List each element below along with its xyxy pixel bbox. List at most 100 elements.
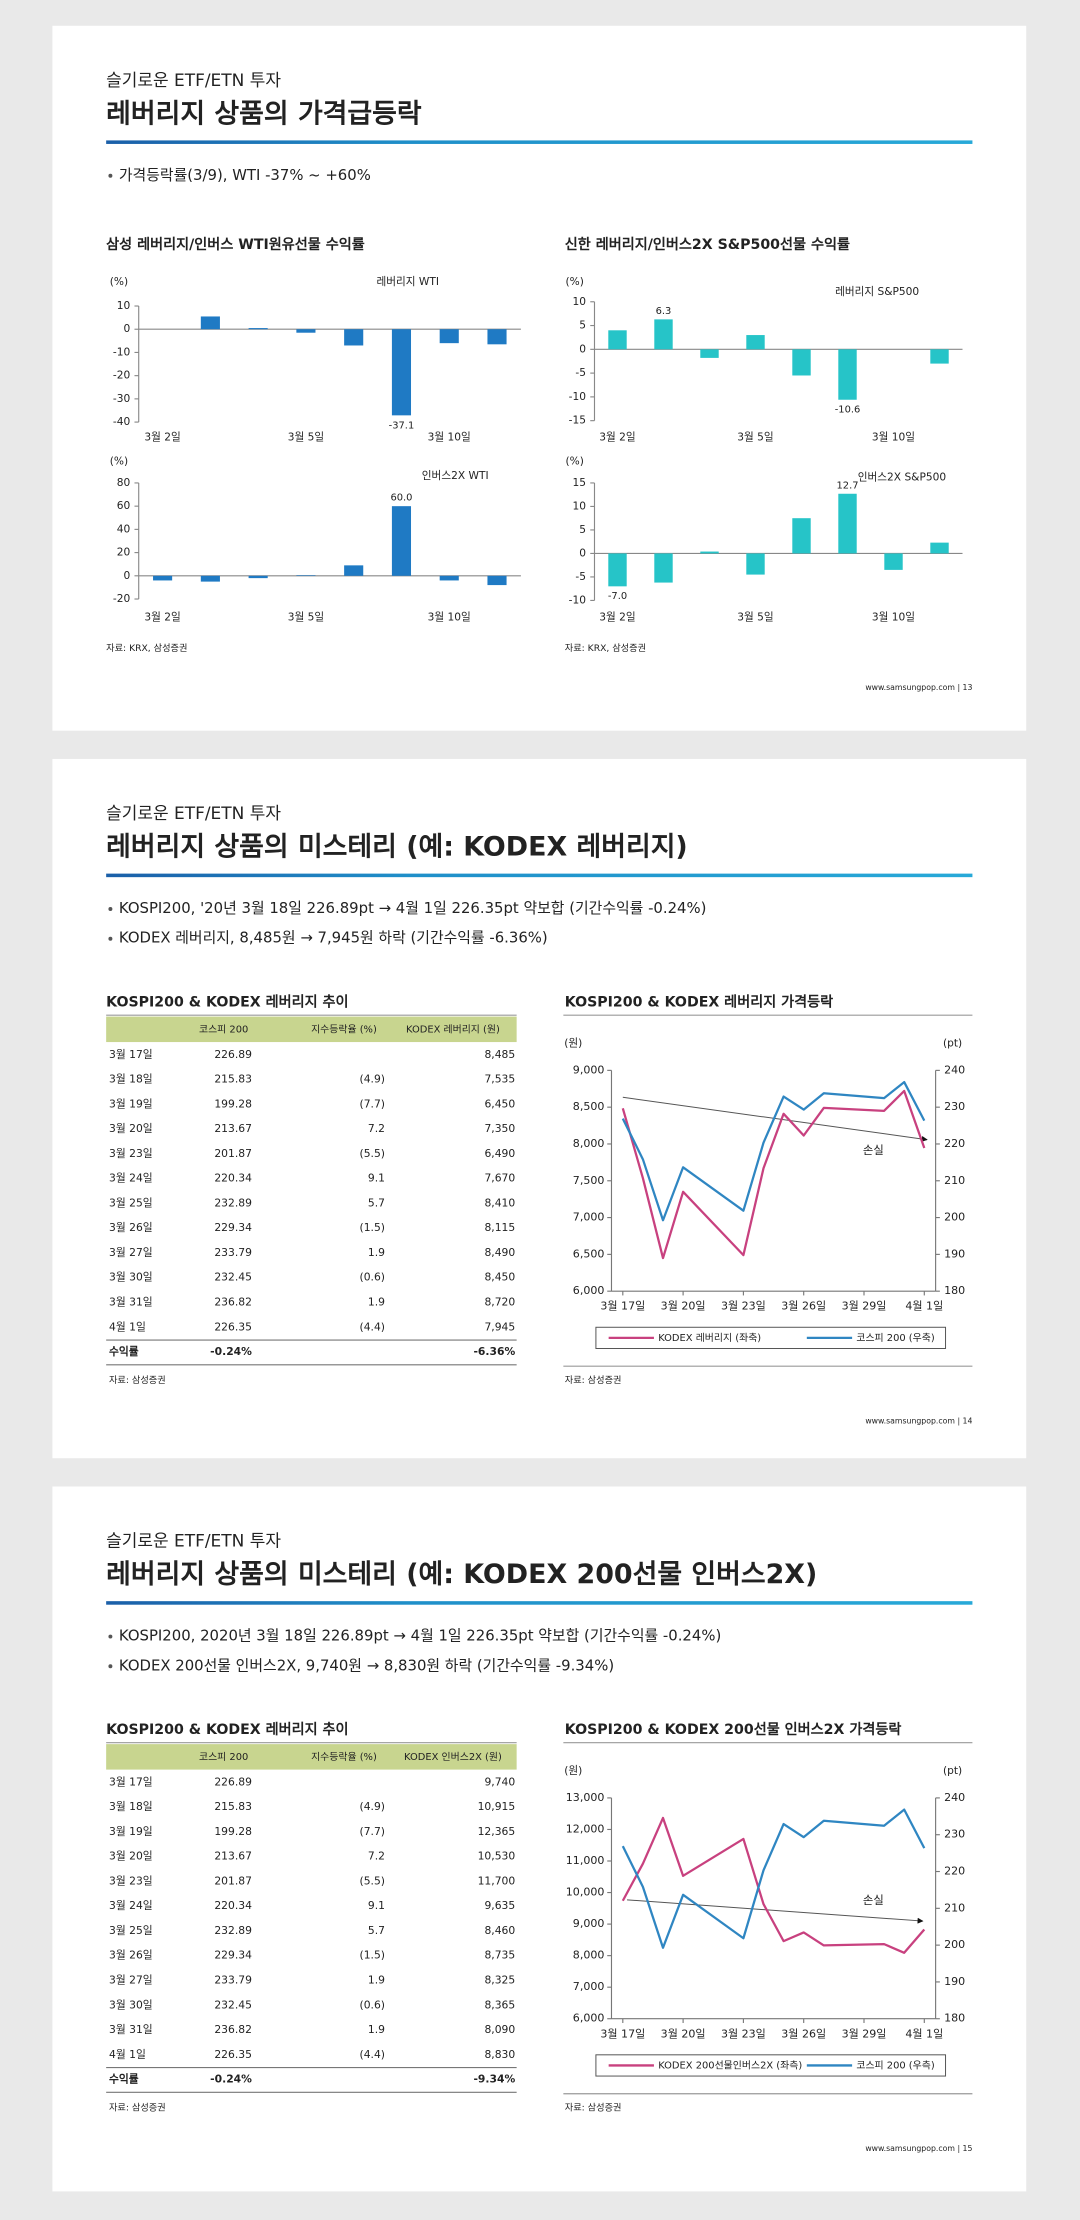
bar bbox=[200, 575, 220, 582]
table-cell: 199.28 bbox=[214, 1097, 252, 1110]
source-note: 자료: 삼성증권 bbox=[565, 2101, 622, 2113]
table-cell: 226.89 bbox=[214, 1048, 252, 1061]
data-label: -7.0 bbox=[608, 591, 627, 602]
table-cell: 1.9 bbox=[368, 1246, 385, 1259]
table-cell: 3월 18일 bbox=[109, 1800, 153, 1813]
bar bbox=[344, 329, 364, 346]
axis-unit: (%) bbox=[110, 455, 128, 468]
y-tick-label: -15 bbox=[569, 414, 586, 427]
axis-unit: (pt) bbox=[943, 1036, 962, 1049]
table-cell: (4.4) bbox=[360, 2048, 385, 2061]
series-line bbox=[621, 1816, 926, 1954]
table-cell: 8,720 bbox=[484, 1296, 515, 1309]
y2-tick-label: 200 bbox=[944, 1938, 965, 1951]
legend-label: 레버리지 WTI bbox=[377, 275, 440, 288]
table-header-bg bbox=[106, 1744, 517, 1770]
slide-kicker: 슬기로운 ETF/ETN 투자 bbox=[106, 804, 281, 824]
table-cell: 7,535 bbox=[484, 1073, 515, 1086]
legend-box bbox=[595, 1326, 947, 1350]
x-tick-label: 3월 2일 bbox=[144, 431, 180, 444]
table-cell: 3월 26일 bbox=[109, 1949, 153, 1962]
table-cell: 3월 25일 bbox=[109, 1924, 153, 1937]
x-tick-label: 4월 1일 bbox=[905, 1299, 943, 1313]
table-cell: 226.35 bbox=[214, 1320, 252, 1333]
y-tick-label: 8,000 bbox=[573, 1949, 605, 1962]
x-tick-label: 3월 26일 bbox=[781, 1299, 826, 1313]
y-tick-label: 10,000 bbox=[566, 1886, 605, 1899]
series-line bbox=[621, 1089, 926, 1260]
x-tick-label: 3월 10일 bbox=[428, 610, 471, 623]
bar bbox=[746, 335, 765, 350]
table-cell: 5.7 bbox=[368, 1924, 385, 1937]
table-cell: 12,365 bbox=[478, 1825, 516, 1838]
y-tick-label: 80 bbox=[117, 476, 131, 489]
table-cell: 3월 23일 bbox=[109, 1874, 153, 1887]
x-tick-label: 3월 17일 bbox=[600, 2026, 645, 2040]
table-cell: 7,945 bbox=[484, 1320, 515, 1333]
table-cell: 229.34 bbox=[214, 1949, 252, 1962]
page-footer: www.samsungpop.com | 14 bbox=[865, 1416, 972, 1425]
y-tick-label: 11,000 bbox=[566, 1854, 605, 1867]
table-cell: 233.79 bbox=[214, 1246, 252, 1259]
y-tick-label: -40 bbox=[113, 415, 131, 428]
slide-title: 레버리지 상품의 미스테리 (예: KODEX 레버리지) bbox=[106, 832, 688, 863]
panel-title: 신한 레버리지/인버스2X S&P500선물 수익률 bbox=[565, 236, 850, 253]
y-tick-label: 15 bbox=[572, 476, 586, 489]
y-tick-label: -20 bbox=[113, 369, 131, 382]
data-label: -37.1 bbox=[389, 420, 415, 431]
table-cell: 232.45 bbox=[214, 1271, 252, 1284]
table-cell: (4.9) bbox=[360, 1073, 385, 1086]
y2-tick-label: 210 bbox=[944, 1901, 965, 1914]
y-tick-label: 9,000 bbox=[573, 1063, 605, 1076]
trend-arrow bbox=[627, 1899, 924, 1924]
table-cell: 3월 30일 bbox=[109, 1998, 153, 2011]
legend-label: 인버스2X WTI bbox=[422, 469, 489, 482]
y-tick-label: 9,000 bbox=[573, 1917, 605, 1930]
table-cell: 3월 24일 bbox=[109, 1172, 153, 1185]
axis-unit: (원) bbox=[564, 1764, 582, 1777]
table-cell: 8,735 bbox=[484, 1949, 515, 1962]
bar bbox=[487, 329, 507, 345]
bar bbox=[792, 518, 811, 554]
table-cell: 3월 31일 bbox=[109, 2023, 153, 2036]
source-note: 자료: KRX, 삼성증권 bbox=[106, 642, 187, 654]
y-tick-label: 0 bbox=[579, 342, 586, 355]
bar bbox=[391, 506, 412, 576]
table-cell: 213.67 bbox=[214, 1850, 252, 1863]
y2-tick-label: 230 bbox=[944, 1828, 965, 1841]
y-tick-label: 6,500 bbox=[573, 1247, 605, 1260]
legend-label: 코스피 200 (우축) bbox=[856, 1332, 935, 1344]
table-cell: 3월 19일 bbox=[109, 1097, 153, 1110]
table-cell: 3월 31일 bbox=[109, 1296, 153, 1309]
chart-title: KOSPI200 & KODEX 200선물 인버스2X 가격등락 bbox=[565, 1721, 902, 1738]
series-line bbox=[621, 1808, 926, 1949]
table-cell: 4월 1일 bbox=[109, 2048, 146, 2061]
table-header-cell: 코스피 200 bbox=[199, 1751, 248, 1763]
table-cell: 8,090 bbox=[484, 2023, 515, 2036]
y2-tick-label: 220 bbox=[944, 1137, 965, 1150]
y-tick-label: 7,500 bbox=[573, 1174, 605, 1187]
x-tick-label: 3월 20일 bbox=[661, 2026, 706, 2040]
slide-kicker: 슬기로운 ETF/ETN 투자 bbox=[106, 71, 281, 91]
y-tick-label: 13,000 bbox=[566, 1791, 605, 1804]
y2-tick-label: 180 bbox=[944, 2012, 965, 2025]
y-tick-label: 10 bbox=[572, 295, 586, 308]
table-header-cell: KODEX 인버스2X (원) bbox=[404, 1751, 502, 1763]
table-cell: 3월 27일 bbox=[109, 1246, 153, 1259]
source-note: 자료: 삼성증권 bbox=[109, 2101, 166, 2113]
y2-tick-label: 190 bbox=[944, 1975, 965, 1988]
y-tick-label: -10 bbox=[569, 593, 587, 606]
bar bbox=[700, 349, 719, 358]
table-header-cell: 지수등락율 (%) bbox=[311, 1751, 377, 1763]
y2-tick-label: 220 bbox=[944, 1865, 965, 1878]
y-tick-label: -10 bbox=[569, 390, 587, 403]
y-tick-label: 0 bbox=[123, 569, 130, 582]
bullet-text: KOSPI200, 2020년 3월 18일 226.89pt → 4월 1일 … bbox=[119, 1627, 721, 1645]
table-cell: 226.89 bbox=[214, 1775, 252, 1788]
y-tick-label: 0 bbox=[123, 322, 130, 335]
annotation: 손실 bbox=[863, 1143, 884, 1157]
table-cell: 수익률 bbox=[109, 2073, 139, 2086]
legend-label: 인버스2X S&P500 bbox=[858, 470, 947, 483]
